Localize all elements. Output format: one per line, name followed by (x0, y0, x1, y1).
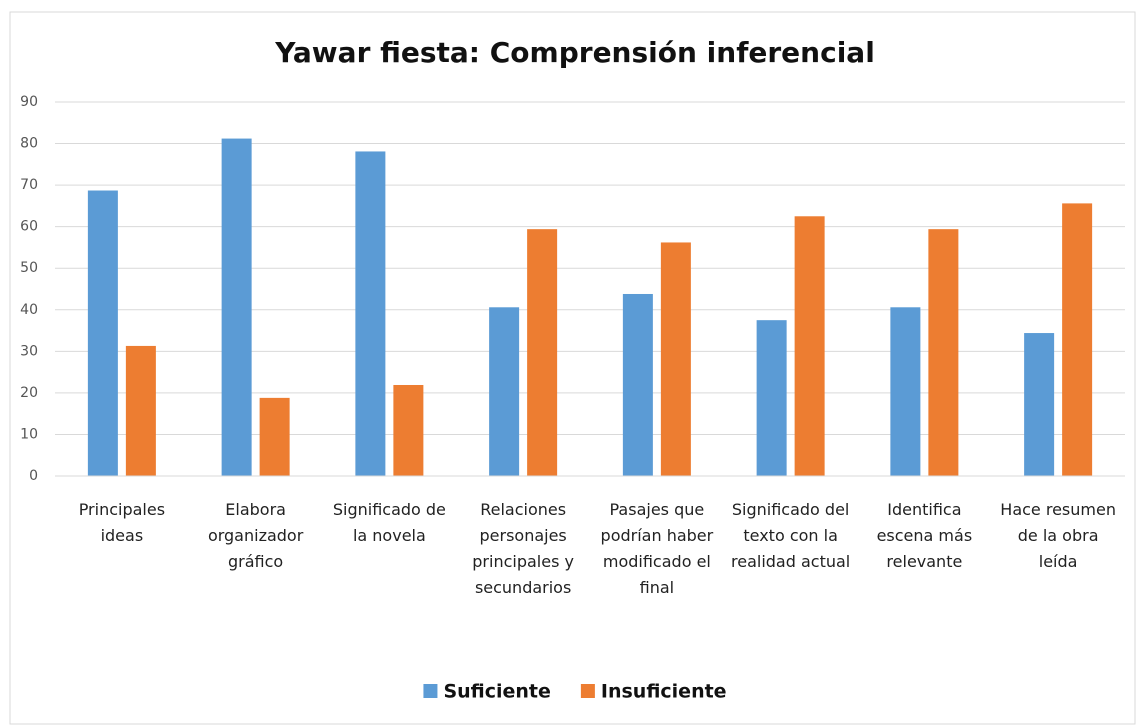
chart-border (9, 11, 1136, 725)
y-tick-label: 40 (20, 302, 38, 318)
x-tick-label: Elabora organizador gráfico (208, 500, 304, 571)
y-tick-label: 50 (20, 260, 38, 276)
bar (794, 216, 825, 476)
bar (756, 320, 787, 476)
bar (393, 384, 424, 476)
bar (1024, 333, 1055, 476)
y-tick-label: 20 (20, 385, 38, 401)
bar (259, 397, 290, 476)
x-tick-label: Pasajes que podrían haber modificado el fin… (601, 500, 714, 597)
legend-swatch (580, 684, 595, 698)
bar (221, 138, 252, 476)
bar (928, 229, 959, 476)
bar (527, 229, 558, 476)
y-tick-label: 80 (20, 136, 38, 152)
y-tick-label: 0 (29, 468, 38, 484)
y-tick-label: 60 (20, 219, 38, 235)
x-tick-label: Significado del texto con la realidad actu… (731, 500, 850, 571)
x-tick-label: Principales ideas (79, 500, 165, 545)
y-tick-label: 70 (20, 177, 38, 193)
bar (1062, 203, 1093, 476)
bar (355, 151, 386, 476)
bar (890, 307, 921, 476)
y-tick-label: 90 (20, 94, 38, 110)
x-tick-label: Identifica escena más relevante (877, 500, 973, 571)
y-tick-label: 10 (20, 426, 38, 442)
legend-swatch (423, 684, 438, 698)
x-tick-label: Significado de la novela (333, 500, 446, 545)
legend-label: Suficiente (443, 681, 550, 703)
bar (660, 242, 691, 476)
y-tick-label: 30 (20, 343, 38, 359)
x-tick-label: Hace resumen de la obra leída (1000, 500, 1116, 571)
x-tick-label: Relaciones personajes principales y secunda… (472, 500, 574, 597)
bar (489, 307, 520, 476)
bar (622, 293, 653, 476)
bar (87, 190, 118, 476)
chart-title: Yawar fiesta: Comprensión inferencial (274, 36, 875, 69)
bar (125, 345, 156, 476)
legend-label: Insuficiente (601, 681, 727, 703)
